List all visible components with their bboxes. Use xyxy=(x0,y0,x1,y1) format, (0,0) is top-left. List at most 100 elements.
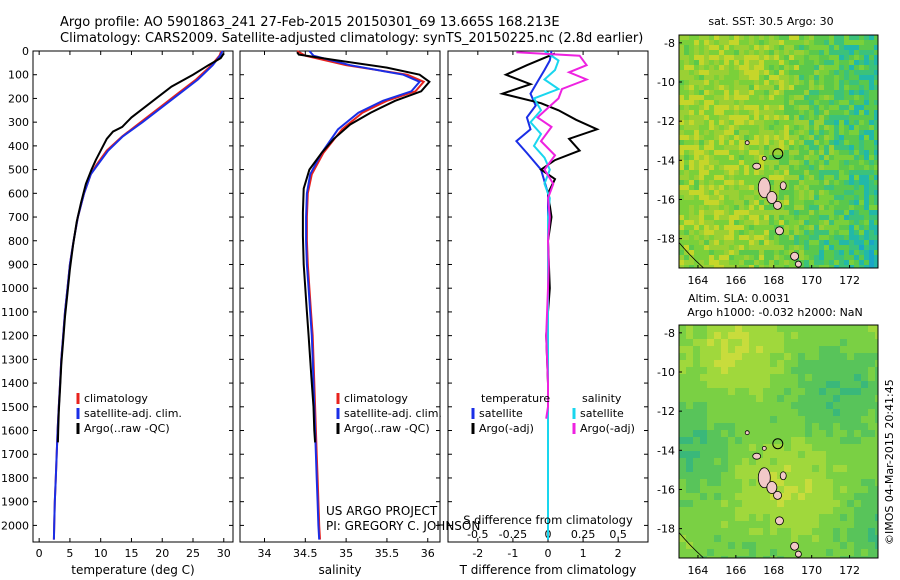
map-cell xyxy=(774,245,780,251)
map-cell xyxy=(847,367,855,375)
map-cell xyxy=(699,250,705,256)
map-cell xyxy=(735,444,743,452)
map-cell xyxy=(756,458,764,466)
map-cell xyxy=(779,215,785,221)
map-cell xyxy=(759,55,765,61)
map-cell xyxy=(754,75,760,81)
map-cell xyxy=(854,110,860,116)
map-cell xyxy=(756,521,764,529)
map-cell xyxy=(700,500,708,508)
map-cell xyxy=(724,260,730,266)
map-cell xyxy=(704,70,710,76)
map-cell xyxy=(784,472,792,480)
map-cell xyxy=(824,175,830,181)
map-cell xyxy=(707,430,715,438)
map-cell xyxy=(804,220,810,226)
map-cell xyxy=(854,120,860,126)
island xyxy=(766,481,778,494)
map-cell xyxy=(719,240,725,246)
map-cell xyxy=(700,395,708,403)
map-cell xyxy=(804,40,810,46)
map-cell xyxy=(839,160,845,166)
map-cell xyxy=(861,528,869,536)
map-cell xyxy=(849,60,855,66)
map-cell xyxy=(814,220,820,226)
map-cell xyxy=(689,230,695,236)
map-cell xyxy=(791,500,799,508)
map-cell xyxy=(721,528,729,536)
map-cell xyxy=(791,381,799,389)
map-cell xyxy=(693,500,701,508)
map-cell xyxy=(735,465,743,473)
map-cell xyxy=(728,437,736,445)
map-cell xyxy=(709,165,715,171)
map-cell xyxy=(840,521,848,529)
map-cell xyxy=(742,472,750,480)
map-cell xyxy=(721,402,729,410)
map-cell xyxy=(839,225,845,231)
map-cell xyxy=(714,479,722,487)
map-cell xyxy=(794,185,800,191)
map-cell xyxy=(844,145,850,151)
map-cell xyxy=(874,235,878,241)
map-cell xyxy=(728,339,736,347)
island xyxy=(773,200,782,210)
map-cell xyxy=(764,225,770,231)
map-cell xyxy=(739,155,745,161)
map-cell xyxy=(874,75,878,81)
map-cell xyxy=(784,220,790,226)
map-cell xyxy=(794,125,800,131)
map-cell xyxy=(724,245,730,251)
map-cell xyxy=(735,542,743,550)
map-cell xyxy=(724,195,730,201)
map-cell xyxy=(714,535,722,543)
map-cell xyxy=(804,250,810,256)
map-cell xyxy=(849,225,855,231)
map-cell xyxy=(728,430,736,438)
map-cell xyxy=(714,451,722,459)
map-cell xyxy=(754,220,760,226)
map-cell xyxy=(739,215,745,221)
series-line xyxy=(56,52,225,443)
map-cell xyxy=(829,45,835,51)
map-cell xyxy=(809,110,815,116)
map-cell xyxy=(829,260,835,266)
map-cell xyxy=(764,265,770,268)
map-cell xyxy=(694,145,700,151)
y-tick-label: 500 xyxy=(8,164,29,177)
map-cell xyxy=(844,130,850,136)
map-cell xyxy=(840,479,848,487)
map-cell xyxy=(749,521,757,529)
map-cell xyxy=(868,409,876,417)
map-cell xyxy=(729,220,735,226)
map-cell xyxy=(769,260,775,266)
map-cell xyxy=(859,245,865,251)
map-cell xyxy=(844,190,850,196)
map-cell xyxy=(734,95,740,101)
map-cell xyxy=(814,250,820,256)
map-cell xyxy=(721,549,729,557)
map-cell xyxy=(829,40,835,46)
map-cell xyxy=(798,367,806,375)
map-cell xyxy=(844,150,850,156)
map-cell xyxy=(719,265,725,268)
map-cell xyxy=(849,205,855,211)
map-cell xyxy=(763,458,771,466)
x-axis-label: temperature (deg C) xyxy=(71,563,194,577)
map-cell xyxy=(804,210,810,216)
map-cell xyxy=(693,451,701,459)
map-cell xyxy=(824,225,830,231)
map-cell xyxy=(826,451,834,459)
map-cell xyxy=(809,140,815,146)
series-line xyxy=(529,50,561,540)
map-cell xyxy=(869,150,875,156)
map-cell xyxy=(809,185,815,191)
map-cell xyxy=(834,135,840,141)
map-cell xyxy=(849,160,855,166)
map-cell xyxy=(874,130,878,136)
map-cell xyxy=(849,255,855,261)
map-cell xyxy=(719,40,725,46)
map-cell xyxy=(739,260,745,266)
map-cell xyxy=(756,374,764,382)
map-cell xyxy=(854,155,860,161)
